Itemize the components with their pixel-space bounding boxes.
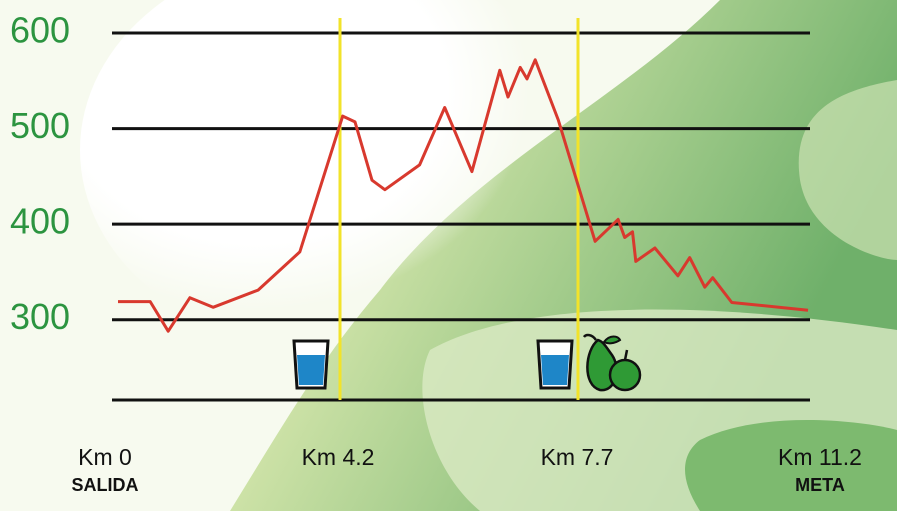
water-glass-icon xyxy=(536,339,574,390)
annotation: SALIDA xyxy=(72,475,139,495)
x-tick-label: Km 4.2 xyxy=(302,444,375,470)
x-tick-label: Km 11.2 xyxy=(778,444,862,470)
y-tick-label: 600 xyxy=(10,10,70,51)
background-glow xyxy=(80,0,580,350)
background-shape xyxy=(685,420,897,511)
y-tick-label: 500 xyxy=(10,105,70,146)
annotation: META xyxy=(795,475,845,495)
background-shape xyxy=(798,80,897,260)
y-tick-label: 300 xyxy=(10,296,70,337)
x-tick-label: Km 0 xyxy=(78,444,132,470)
aid-station-icons xyxy=(292,333,642,392)
x-tick-label: Km 7.7 xyxy=(541,444,614,470)
elevation-line xyxy=(118,58,809,333)
y-tick-label: 400 xyxy=(10,201,70,242)
fruit-icon xyxy=(582,333,642,392)
water-glass-icon xyxy=(292,339,330,390)
